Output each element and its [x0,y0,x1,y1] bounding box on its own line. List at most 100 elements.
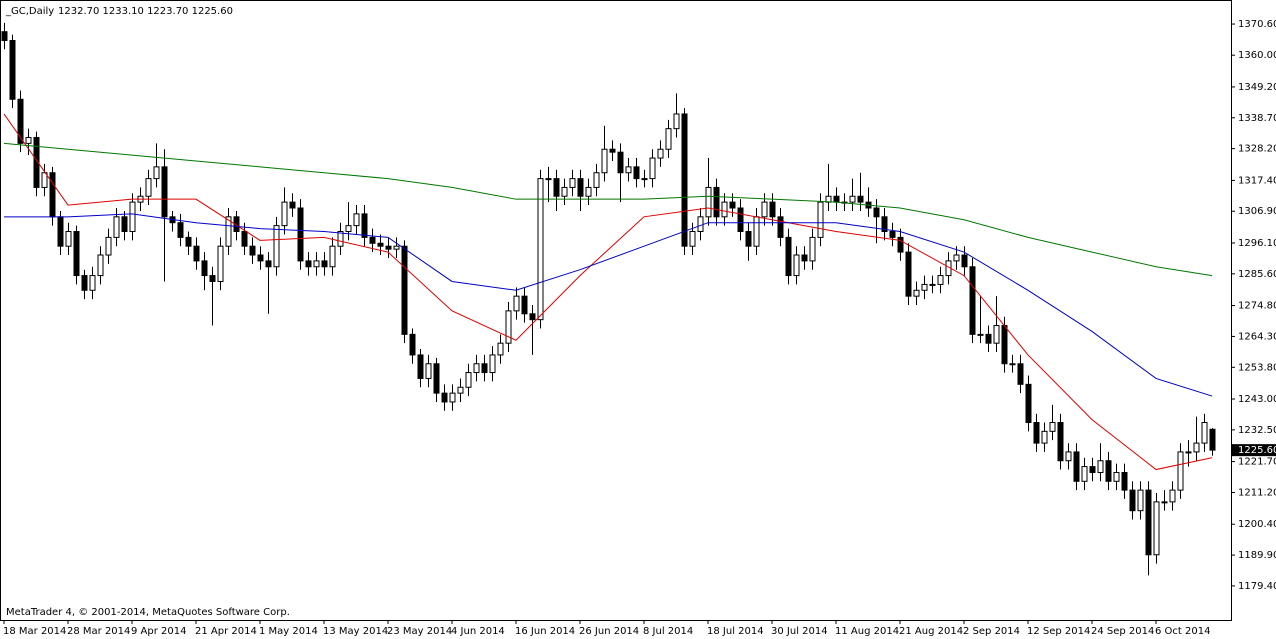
footer: MetaTrader 4, © 2001-2014, MetaQuotes So… [6,607,290,618]
candle-body [369,236,376,244]
x-tick-label: 18 Mar 2014 [3,626,66,637]
candle-body [505,310,512,344]
candle-body [601,148,608,174]
candle-body [1169,489,1176,503]
candle-body [217,245,224,282]
candle-body [1153,501,1160,556]
candle-body [433,363,440,394]
x-tick-label: 4 Jun 2014 [451,626,505,637]
candle-body [257,254,264,262]
candle-body [1185,451,1192,454]
candle-body [753,216,760,247]
candle-body [385,245,392,250]
candle-body [689,231,696,247]
candle-body [97,254,104,277]
candle-body [857,195,864,203]
y-tick-label: 1338.70 [1238,113,1276,124]
x-tick-label: 6 Oct 2014 [1155,626,1210,637]
y-tick-label: 1211.20 [1238,487,1276,498]
candle-body [153,166,160,180]
last-price-box [1232,444,1276,457]
candle-body [833,195,840,203]
candle-body [81,275,88,291]
candle-body [1105,460,1112,482]
candle-body [41,172,48,188]
candle-body [625,166,632,174]
candle-body [265,260,272,268]
candle-body [473,363,480,374]
candle-body [1089,466,1096,473]
candle-body [57,216,64,247]
candle-body [1113,471,1120,482]
candle-body [1137,489,1144,512]
candle-body [145,178,152,197]
candle-body [497,342,504,356]
candle-body [633,166,640,180]
candle-body [457,386,464,394]
candle-body [569,178,576,188]
ma-line [3,113,1213,471]
candle-body [1,31,8,41]
candle-body [593,172,600,188]
candle-body [873,207,880,218]
candle-body [681,113,688,247]
y-tick-label: 1349.20 [1238,82,1276,93]
y-tick-label: 1200.40 [1238,519,1276,530]
candle-body [105,236,112,256]
candle-body [1041,430,1048,444]
candle-body [337,231,344,247]
candle-body [209,275,216,282]
candle-body [73,231,80,277]
y-tick-label: 1306.90 [1238,206,1276,217]
candle-body [849,195,856,203]
y-tick-label: 1189.90 [1238,550,1276,561]
x-tick-label: 18 Jul 2014 [707,626,764,637]
candle-body [881,216,888,233]
y-tick-label: 1296.10 [1238,238,1276,249]
candle-body [65,231,72,247]
candle-body [1177,451,1184,491]
last-price-label: 1225.60 [1238,445,1276,456]
candle-body [329,245,336,268]
candle-body [313,260,320,268]
candle-body [1097,460,1104,473]
x-tick-label: 13 May 2014 [323,626,388,637]
x-tick-label: 23 May 2014 [387,626,452,637]
candle-body [129,201,136,233]
candle-body [425,363,432,379]
candle-body [977,333,984,336]
candle-body [273,225,280,268]
candle-body [785,236,792,277]
candle-body [345,225,352,233]
y-tick-label: 1274.80 [1238,301,1276,312]
x-tick-label: 1 May 2014 [259,626,318,637]
candle-body [377,242,384,247]
candle-body [409,333,416,356]
candle-body [529,313,536,321]
candle-body [737,207,744,233]
candle-body [361,213,368,238]
candle-body [889,231,896,238]
candle-body [417,354,424,379]
candle-body [697,216,704,233]
candle-body [953,254,960,262]
candle-body [1129,489,1136,512]
chart-title: _GC,Daily [5,6,54,17]
ma-line [4,213,1213,397]
candle-body [817,201,824,238]
candle-body [281,201,288,227]
candle-body [897,236,904,253]
candle-body [121,216,128,233]
candle-body [49,172,56,218]
x-tick-label: 21 Aug 2014 [899,626,963,637]
candle-body [913,289,920,297]
x-tick-label: 8 Jul 2014 [643,626,693,637]
ma-line [3,142,1213,277]
candle-body [89,275,96,291]
candle-body [441,392,448,403]
y-tick-label: 1232.50 [1238,425,1276,436]
candle-body [729,201,736,209]
candle-body [777,216,784,238]
x-tick-label: 26 Jun 2014 [579,626,639,637]
